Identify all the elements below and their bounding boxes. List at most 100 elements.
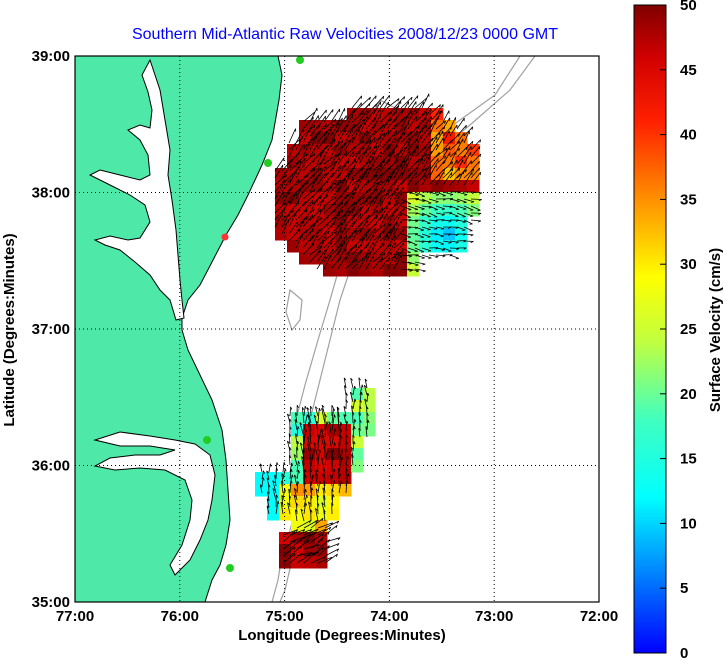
- velocity-arrowhead: [324, 414, 327, 418]
- velocity-arrow: [351, 174, 365, 186]
- velocity-arrowhead: [367, 392, 370, 396]
- colorbar-tick-label: 30: [680, 256, 697, 273]
- velocity-arrow: [303, 531, 316, 543]
- velocity-cell: [327, 496, 340, 509]
- velocity-arrowhead: [313, 174, 315, 178]
- velocity-arrow: [372, 124, 384, 137]
- velocity-arrow: [344, 247, 352, 263]
- velocity-arrow: [316, 421, 319, 438]
- velocity-arrowhead: [350, 446, 354, 450]
- velocity-arrow: [316, 157, 325, 172]
- velocity-arrow: [428, 254, 439, 257]
- velocity-arrowhead: [333, 236, 335, 240]
- velocity-arrow: [386, 105, 400, 116]
- velocity-arrow: [288, 179, 300, 193]
- velocity-cell: [303, 460, 316, 473]
- velocity-arrowhead: [312, 116, 314, 121]
- velocity-arrow: [322, 495, 326, 508]
- velocity-arrowhead: [262, 477, 265, 481]
- velocity-arrowhead: [306, 174, 309, 178]
- velocity-arrowhead: [324, 442, 327, 446]
- y-tick-label: 37:00: [32, 321, 70, 338]
- velocity-arrow: [379, 251, 393, 263]
- velocity-arrow: [302, 243, 315, 256]
- velocity-arrow: [337, 219, 345, 235]
- velocity-arrowhead: [470, 234, 474, 237]
- velocity-cell: [291, 508, 304, 521]
- velocity-arrow: [309, 115, 319, 130]
- velocity-arrowhead: [308, 534, 312, 538]
- velocity-arrowhead: [292, 209, 295, 213]
- velocity-arrow: [372, 172, 383, 186]
- velocity-arrowhead: [376, 215, 378, 220]
- velocity-arrowhead: [334, 138, 336, 143]
- velocity-cell: [371, 156, 384, 169]
- velocity-arrow: [372, 179, 383, 193]
- velocity-arrowhead: [309, 456, 312, 460]
- velocity-arrow: [442, 130, 450, 144]
- velocity-arrow: [393, 125, 407, 137]
- velocity-arrowhead: [333, 468, 336, 472]
- velocity-arrowhead: [353, 426, 356, 430]
- velocity-arrowhead: [313, 153, 316, 157]
- velocity-arrow: [296, 520, 312, 529]
- velocity-cell: [339, 412, 352, 425]
- velocity-arrowhead: [459, 173, 461, 177]
- velocity-arrowhead: [335, 553, 338, 557]
- velocity-cell: [299, 216, 312, 229]
- velocity-arrowhead: [266, 505, 270, 509]
- velocity-arrow: [293, 454, 298, 466]
- velocity-arrowhead: [287, 502, 290, 506]
- velocity-cell: [339, 460, 352, 473]
- velocity-arrow: [343, 414, 347, 424]
- velocity-arrowhead: [316, 551, 319, 555]
- velocity-arrow: [365, 150, 375, 165]
- velocity-arrow: [386, 98, 400, 109]
- velocity-arrow: [435, 191, 446, 197]
- velocity-arrow: [337, 115, 347, 130]
- velocity-arrow: [344, 170, 353, 186]
- velocity-arrow: [379, 234, 388, 249]
- velocity-arrow: [428, 152, 440, 165]
- velocity-arrowhead: [291, 462, 293, 466]
- velocity-cell: [303, 508, 316, 521]
- velocity-arrow: [323, 138, 336, 151]
- velocity-arrow: [302, 159, 315, 172]
- velocity-arrow: [449, 205, 459, 210]
- velocity-arrowhead: [343, 414, 347, 417]
- velocity-arrow: [274, 184, 283, 200]
- velocity-arrow: [358, 115, 369, 130]
- velocity-arrow: [358, 146, 371, 158]
- velocity-arrow: [414, 135, 422, 151]
- velocity-arrowhead: [318, 435, 321, 439]
- velocity-arrowhead: [458, 148, 461, 152]
- velocity-arrowhead: [309, 529, 313, 532]
- velocity-arrow: [328, 435, 333, 452]
- velocity-arrow: [379, 158, 390, 172]
- velocity-arrowhead: [348, 173, 350, 177]
- velocity-arrow: [435, 247, 445, 251]
- velocity-arrow: [386, 123, 397, 137]
- velocity-cell: [371, 120, 384, 133]
- velocity-arrow: [274, 201, 287, 214]
- velocity-arrowhead: [340, 194, 343, 198]
- velocity-arrowhead: [347, 473, 350, 477]
- velocity-arrowhead: [479, 139, 482, 143]
- velocity-arrowhead: [440, 228, 444, 230]
- velocity-arrowhead: [334, 196, 337, 200]
- velocity-cell: [299, 228, 312, 241]
- y-tick-label: 35:00: [32, 594, 70, 611]
- velocity-arrowhead: [390, 118, 392, 122]
- velocity-arrowhead: [365, 426, 368, 430]
- velocity-arrow: [414, 233, 424, 238]
- velocity-arrowhead: [327, 531, 330, 535]
- velocity-arrow: [344, 206, 355, 221]
- velocity-arrow: [393, 150, 402, 165]
- velocity-arrow: [456, 154, 466, 165]
- velocity-arrow: [295, 153, 308, 165]
- velocity-arrowhead: [319, 228, 321, 232]
- velocity-arrowhead: [298, 229, 301, 233]
- velocity-arrow: [358, 139, 372, 151]
- velocity-cell: [339, 484, 352, 497]
- velocity-arrowhead: [323, 480, 326, 484]
